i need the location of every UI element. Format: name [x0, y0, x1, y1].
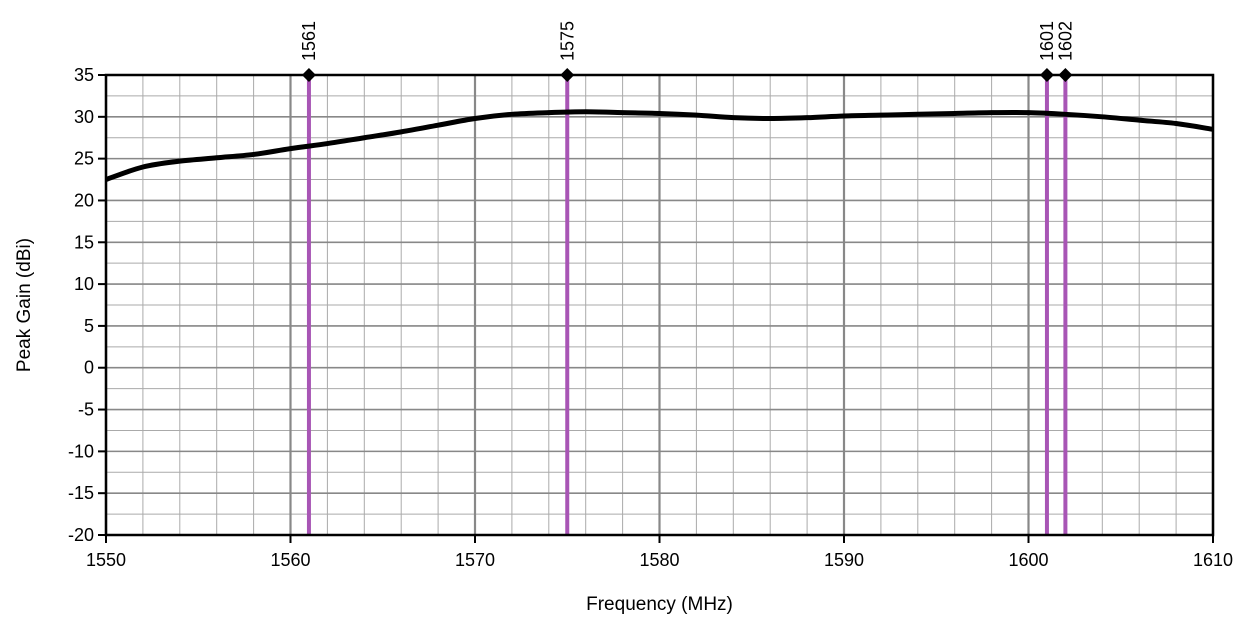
marker-label-1601: 1601	[1037, 21, 1057, 61]
x-axis-ticks: 1550 1560 1570 1580 1590 1600 1610	[86, 535, 1233, 570]
marker-label-1602: 1602	[1055, 21, 1075, 61]
marker-diamond-1601	[1039, 68, 1054, 82]
y-tick-label: 15	[74, 232, 94, 252]
gain-series-line	[105, 109, 1214, 182]
y-tick-label: -5	[78, 400, 94, 420]
marker-diamond-1575	[560, 68, 575, 82]
marker-label-1575: 1575	[557, 21, 577, 61]
x-tick-label: 1600	[1008, 550, 1048, 570]
marker-diamond-1561	[301, 68, 316, 82]
x-tick-label: 1570	[455, 550, 495, 570]
x-axis-title: Frequency (MHz)	[586, 594, 733, 615]
frequency-markers	[306, 75, 1068, 535]
y-tick-label: 0	[84, 358, 94, 378]
x-tick-label: 1560	[270, 550, 310, 570]
x-tick-label: 1580	[639, 550, 679, 570]
y-axis-title: Peak Gain (dBi)	[14, 238, 35, 372]
x-tick-label: 1590	[824, 550, 864, 570]
y-tick-label: 35	[74, 65, 94, 85]
x-tick-label: 1610	[1193, 550, 1233, 570]
y-axis-ticks: 35 30 25 20 15 10 5 0 -5 -10 -15 -20	[68, 65, 106, 545]
y-tick-label: 30	[74, 107, 94, 127]
y-tick-label: -10	[68, 441, 94, 461]
y-tick-label: -15	[68, 483, 94, 503]
series-layer	[105, 109, 1214, 182]
y-tick-label: 20	[74, 190, 94, 210]
marker-diamond-1602	[1058, 68, 1073, 82]
y-tick-label: 5	[84, 316, 94, 336]
x-tick-label: 1550	[86, 550, 126, 570]
y-tick-label: -20	[68, 525, 94, 545]
y-tick-label: 10	[74, 274, 94, 294]
marker-label-1561: 1561	[299, 21, 319, 61]
y-tick-label: 25	[74, 149, 94, 169]
